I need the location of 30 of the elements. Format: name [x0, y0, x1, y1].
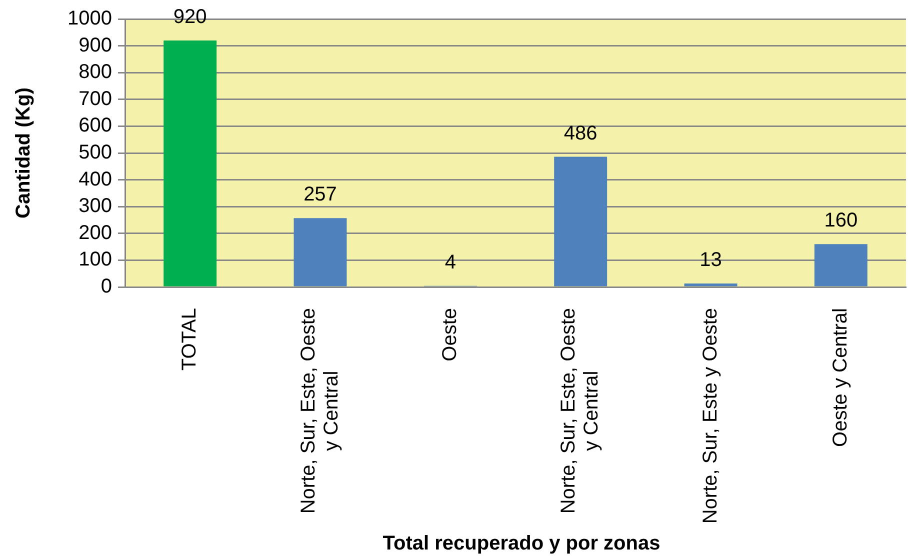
bar [294, 218, 347, 286]
x-tick-label: TOTAL [178, 308, 201, 371]
y-tick-label: 600 [78, 114, 112, 137]
x-axis-title: Total recuperado y por zonas [382, 532, 660, 555]
x-tick-label: Norte, Sur, Este, Oeste y Central [297, 308, 342, 514]
data-label: 486 [564, 122, 598, 144]
y-tick-label: 500 [78, 142, 112, 164]
y-tick-label: 200 [78, 222, 112, 244]
bar [814, 244, 868, 286]
data-label: 920 [173, 6, 207, 28]
y-tick-label: 700 [78, 88, 112, 110]
y-tick-label: 100 [78, 248, 112, 271]
bar [684, 284, 738, 286]
x-tick-label: Oeste y Central [829, 308, 852, 447]
data-label: 257 [304, 184, 337, 206]
bar [554, 156, 608, 286]
y-tick-label: 800 [78, 61, 112, 84]
y-tick-label: 1000 [68, 8, 112, 30]
y-tick-label: 0 [100, 276, 112, 298]
y-tick-label: 900 [78, 34, 112, 56]
data-label: 160 [824, 210, 858, 232]
y-tick-label: 400 [78, 168, 112, 190]
x-tick-label: Norte, Sur, Este y Oeste [699, 308, 722, 524]
data-label: 13 [700, 249, 722, 272]
data-label: 4 [444, 251, 456, 274]
x-tick-label: Oeste [438, 308, 461, 362]
bar [164, 40, 217, 286]
y-tick-label: 300 [78, 195, 112, 218]
x-tick-label: Norte, Sur, Este, Oeste y Central [558, 308, 603, 514]
y-axis-title: Cantidad (Kg) [12, 87, 35, 219]
